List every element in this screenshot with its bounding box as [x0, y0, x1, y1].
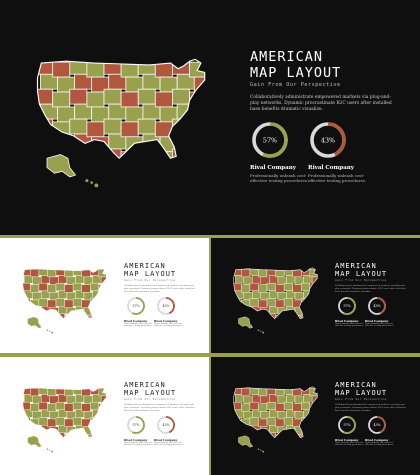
slide-title: AMERICAN MAP LAYOUT — [335, 381, 387, 397]
caption-right-title: Rival Company — [365, 319, 389, 323]
title-line-2: MAP LAYOUT — [124, 389, 177, 398]
ring-left: 57% — [126, 296, 146, 316]
caption-right-title: Rival Company — [154, 319, 178, 323]
title-line-1: AMERICAN — [250, 49, 324, 65]
slide-subtitle: Gain From Our Perspective — [124, 279, 176, 282]
caption-left: Rival Company Professionally unleash cos… — [124, 319, 154, 327]
caption-left: Rival Company Professionally unleash cos… — [335, 438, 365, 446]
ring-percent: 43% — [162, 423, 169, 427]
title-line-2: MAP LAYOUT — [250, 64, 342, 81]
caption-left-title: Rival Company — [250, 165, 296, 171]
title-line-2: MAP LAYOUT — [124, 270, 177, 279]
us-map — [28, 50, 218, 190]
slide-body: Collaboratively administrate empowered m… — [124, 403, 195, 412]
caption-right-text: Professionally unleash cost-effective te… — [308, 173, 367, 183]
caption-right-text: Professionally unleash cost-effective te… — [154, 442, 184, 446]
title-line-2: MAP LAYOUT — [335, 270, 388, 279]
ring-percent: 57% — [263, 136, 277, 144]
slide-body: Collaboratively administrate empowered m… — [250, 95, 392, 112]
thumb-light-2[interactable]: AMERICAN MAP LAYOUT Gain From Our Perspe… — [0, 357, 209, 475]
main-slide[interactable]: AMERICAN MAP LAYOUT Gain From Our Perspe… — [0, 0, 420, 235]
caption-left: Rival Company Professionally unleash cos… — [335, 319, 365, 327]
caption-left-title: Rival Company — [124, 319, 148, 323]
caption-right-title: Rival Company — [365, 438, 389, 442]
us-map — [229, 382, 324, 454]
ring-percent: 43% — [373, 423, 380, 427]
slide-subtitle: Gain From Our Perspective — [124, 398, 176, 401]
ring-right: 43% — [156, 415, 176, 435]
title-line-1: AMERICAN — [124, 262, 166, 270]
slide-title: AMERICAN MAP LAYOUT — [124, 262, 176, 278]
slide-subtitle: Gain From Our Perspective — [250, 82, 341, 88]
ring-right: 43% — [367, 415, 387, 435]
caption-left-text: Professionally unleash cost-effective te… — [124, 323, 154, 327]
caption-right: Rival Company Professionally unleash cos… — [154, 438, 184, 446]
title-line-1: AMERICAN — [124, 381, 166, 389]
thumb-dark-2[interactable]: AMERICAN MAP LAYOUT Gain From Our Perspe… — [211, 357, 420, 475]
slide-subtitle: Gain From Our Perspective — [335, 279, 387, 282]
us-map — [229, 263, 324, 335]
caption-left: Rival Company Professionally unleash cos… — [124, 438, 154, 446]
ring-right: 43% — [367, 296, 387, 316]
caption-left-text: Professionally unleash cost-effective te… — [250, 173, 309, 183]
caption-left-title: Rival Company — [335, 438, 359, 442]
caption-left-title: Rival Company — [124, 438, 148, 442]
caption-right-title: Rival Company — [154, 438, 178, 442]
ring-percent: 43% — [373, 304, 380, 308]
caption-right-text: Professionally unleash cost-effective te… — [365, 442, 395, 446]
caption-right: Rival Company Professionally unleash cos… — [365, 319, 395, 327]
caption-left-text: Professionally unleash cost-effective te… — [335, 323, 365, 327]
caption-left: Rival Company Professionally unleash cos… — [250, 165, 310, 183]
ring-left: 57% — [337, 415, 357, 435]
title-line-2: MAP LAYOUT — [335, 389, 388, 398]
ring-percent: 43% — [162, 304, 169, 308]
caption-right: Rival Company Professionally unleash cos… — [308, 165, 368, 183]
ring-left: 57% — [337, 296, 357, 316]
caption-right-text: Professionally unleash cost-effective te… — [365, 323, 395, 327]
ring-percent: 57% — [343, 304, 350, 308]
ring-right: 43% — [308, 120, 348, 160]
slide-body: Collaboratively administrate empowered m… — [335, 284, 406, 293]
ring-left: 57% — [250, 120, 290, 160]
caption-left-text: Professionally unleash cost-effective te… — [335, 442, 365, 446]
slide-title: AMERICAN MAP LAYOUT — [335, 262, 387, 278]
slide-subtitle: Gain From Our Perspective — [335, 398, 387, 401]
ring-left: 57% — [126, 415, 146, 435]
caption-right: Rival Company Professionally unleash cos… — [154, 319, 184, 327]
slide-title: AMERICAN MAP LAYOUT — [124, 381, 176, 397]
slide-body: Collaboratively administrate empowered m… — [124, 284, 195, 293]
slide-body: Collaboratively administrate empowered m… — [335, 403, 406, 412]
ring-right: 43% — [156, 296, 176, 316]
thumb-dark-1[interactable]: AMERICAN MAP LAYOUT Gain From Our Perspe… — [211, 238, 420, 353]
us-map — [18, 263, 113, 335]
slide-title: AMERICAN MAP LAYOUT — [250, 49, 342, 81]
title-line-1: AMERICAN — [335, 381, 377, 389]
ring-percent: 57% — [132, 304, 139, 308]
ring-percent: 57% — [343, 423, 350, 427]
ring-percent: 43% — [321, 136, 335, 144]
caption-left-text: Professionally unleash cost-effective te… — [124, 442, 154, 446]
caption-right-title: Rival Company — [308, 165, 354, 171]
title-line-1: AMERICAN — [335, 262, 377, 270]
caption-right: Rival Company Professionally unleash cos… — [365, 438, 395, 446]
us-map — [18, 382, 113, 454]
caption-left-title: Rival Company — [335, 319, 359, 323]
ring-percent: 57% — [132, 423, 139, 427]
thumb-light-1[interactable]: AMERICAN MAP LAYOUT Gain From Our Perspe… — [0, 238, 209, 353]
caption-right-text: Professionally unleash cost-effective te… — [154, 323, 184, 327]
